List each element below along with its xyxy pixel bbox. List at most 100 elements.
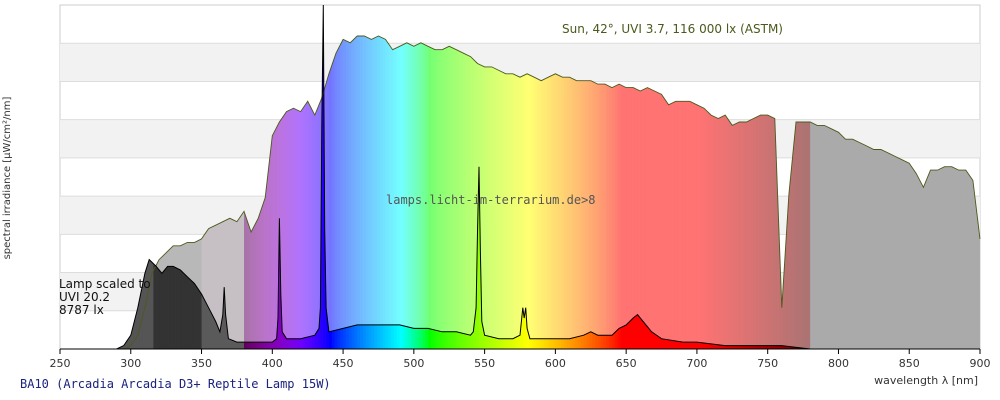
spectrum-band: [883, 36, 888, 349]
spectrum-band: [937, 36, 941, 349]
spectrum-band: [645, 36, 650, 349]
sun-series-line: [123, 35, 981, 350]
spectrum-band: [815, 36, 820, 349]
spectrum-band: [456, 36, 460, 349]
spectrum-band: [280, 36, 285, 349]
spectrum-band: [705, 36, 709, 349]
spectrum-band: [612, 36, 616, 349]
spectrum-band: [739, 36, 743, 349]
spectrum-band: [699, 36, 704, 349]
spectrum-band: [521, 36, 525, 349]
spectrum-band: [869, 36, 874, 349]
spectrum-band: [411, 36, 415, 349]
spectrum-band: [711, 36, 715, 349]
spectrum-band: [903, 36, 907, 349]
x-tick-label: 350: [191, 357, 212, 370]
spectrum-band: [841, 36, 845, 349]
spectrum-band: [971, 36, 975, 349]
spectrum-band: [515, 36, 520, 349]
spectrum-band: [340, 36, 344, 349]
spectrum-band: [920, 36, 924, 349]
spectrum-band: [756, 36, 760, 349]
spectrum-band: [289, 36, 293, 349]
spectrum-band: [968, 36, 973, 349]
spectrum-band: [628, 36, 633, 349]
spectrum-band: [368, 36, 372, 349]
spectrum-band: [430, 36, 435, 349]
spectrum-band: [762, 36, 766, 349]
spectrum-band: [909, 36, 913, 349]
spectrum-band: [504, 36, 508, 349]
spectrum-band: [357, 36, 361, 349]
spectrum-band: [450, 36, 455, 349]
spectrum-band: [493, 36, 497, 349]
spectrum-band: [544, 36, 548, 349]
spectrum-band: [583, 36, 588, 349]
spectrum-band: [405, 36, 409, 349]
x-tick-label: 900: [970, 357, 991, 370]
spectrum-band: [546, 36, 551, 349]
x-tick-label: 500: [403, 357, 424, 370]
spectrum-band: [688, 36, 692, 349]
spectrum-band: [691, 36, 695, 349]
spectrum-band: [948, 36, 953, 349]
spectrum-band: [682, 36, 687, 349]
y-axis-label: spectral irradiance [µW/cm²/nm]: [2, 96, 13, 260]
spectrum-band: [459, 36, 463, 349]
spectrum-band: [660, 36, 664, 349]
spectrum-band: [818, 36, 823, 349]
spectrum-band: [951, 36, 956, 349]
spectrum-band: [408, 36, 412, 349]
spectrum-band: [558, 36, 562, 349]
spectrum-band: [886, 36, 891, 349]
spectrum-band: [858, 36, 862, 349]
spectrum-band: [747, 36, 752, 349]
x-tick-label: 400: [262, 357, 283, 370]
spectrum-band: [824, 36, 828, 349]
spectrum-band: [821, 36, 825, 349]
spectrum-band: [838, 36, 842, 349]
spectrum-band: [804, 36, 808, 349]
spectrum-band: [696, 36, 701, 349]
spectrum-band: [651, 36, 656, 349]
spectrum-band: [535, 36, 539, 349]
spectrum-band: [461, 36, 466, 349]
spectrum-band: [569, 36, 573, 349]
spectrum-band: [348, 36, 353, 349]
spectrum-band: [484, 36, 489, 349]
spectrum-band: [609, 36, 613, 349]
spectrum-band: [855, 36, 859, 349]
spectrum-band: [495, 36, 500, 349]
spectrum-band: [416, 36, 421, 349]
spectrum-band: [351, 36, 355, 349]
spectrum-band: [555, 36, 559, 349]
spectrum-band: [337, 36, 341, 349]
spectrum-band: [419, 36, 423, 349]
spectrum-band: [286, 36, 290, 349]
spectrum-band: [648, 36, 653, 349]
spectrum-band: [453, 36, 457, 349]
spectrum-band: [875, 36, 879, 349]
lamp-series-line: [60, 4, 980, 350]
spectrum-band: [309, 36, 313, 349]
spectrum-band: [716, 36, 721, 349]
spectrum-band: [623, 36, 627, 349]
spectrum-band: [549, 36, 554, 349]
spectrum-band: [674, 36, 678, 349]
spectrum-band: [563, 36, 568, 349]
spectrum-band: [745, 36, 749, 349]
spectrum-band: [606, 36, 610, 349]
x-tick-label: 450: [333, 357, 354, 370]
spectrum-band: [767, 36, 772, 349]
spectrum-band: [722, 36, 726, 349]
spectrum-band: [657, 36, 661, 349]
spectrum-band: [812, 36, 817, 349]
x-tick-label: 250: [50, 357, 71, 370]
spectrum-band: [433, 36, 438, 349]
spectrum-band: [892, 36, 896, 349]
spectrum-band: [679, 36, 684, 349]
x-tick-label: 300: [120, 357, 141, 370]
spectrum-band: [371, 36, 375, 349]
x-tick-label: 600: [545, 357, 566, 370]
spectrum-band: [603, 36, 607, 349]
